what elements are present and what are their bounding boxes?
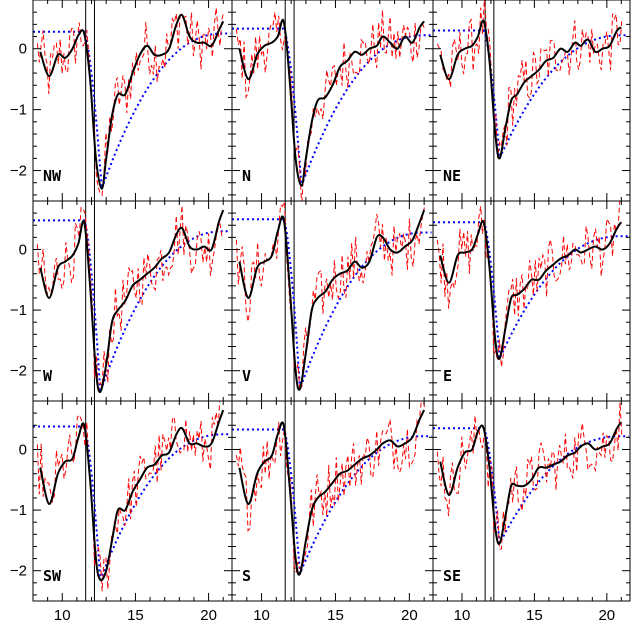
- y-tick-labels: 0 −1 −2 0 −1 −2 0 −1 −2: [10, 41, 27, 580]
- panel-ticks: [231, 200, 433, 401]
- panel-ticks: [32, 200, 232, 401]
- model-curve: [433, 29, 629, 163]
- panel-label-e: E: [443, 367, 452, 385]
- x-tick-label: 10: [454, 607, 471, 624]
- y-tick-label: −2: [10, 363, 27, 380]
- panel-frame: [32, 400, 233, 602]
- model-curve: [232, 428, 432, 575]
- y-tick-label: 0: [19, 441, 27, 458]
- panel-se: SE: [432, 400, 631, 602]
- noisy-curve: [436, 402, 623, 550]
- panel-label-se: SE: [443, 567, 461, 585]
- x-tick-labels: 10 15 20 10 15 20 10 15 20: [54, 607, 615, 624]
- smooth-curve: [238, 209, 426, 391]
- panel-ne: NE: [432, 0, 631, 202]
- panel-ticks: [231, 400, 433, 601]
- y-tick-label: −1: [10, 102, 27, 119]
- noisy-curve: [36, 7, 225, 197]
- panel-label-ne: NE: [443, 167, 461, 185]
- panel-ticks: [32, 400, 232, 601]
- smooth-curve: [238, 18, 425, 187]
- panel-s: S: [231, 400, 434, 602]
- panel-e: E: [432, 200, 631, 402]
- model-curve: [33, 425, 231, 581]
- panel-label-nw: NW: [43, 167, 62, 185]
- x-tick-label: 10: [253, 607, 270, 624]
- panel-frame: [231, 400, 434, 602]
- model-curve: [232, 218, 432, 390]
- panel-frame: [432, 200, 631, 402]
- x-tick-label: 20: [598, 607, 615, 624]
- x-tick-label: 10: [54, 607, 71, 624]
- smooth-curve: [439, 219, 623, 361]
- model-curve: [33, 219, 231, 393]
- noisy-curve: [235, 401, 426, 573]
- smooth-curve: [39, 13, 225, 190]
- panel-label-w: W: [43, 367, 53, 385]
- noisy-curve: [36, 401, 221, 592]
- panel-label-n: N: [242, 167, 251, 185]
- panel-label-sw: SW: [43, 567, 62, 585]
- noisy-curve: [235, 10, 426, 201]
- panel-v: V: [231, 200, 434, 402]
- smooth-curve: [439, 19, 622, 160]
- panel-ticks: [432, 0, 630, 201]
- panel-n: N: [231, 0, 434, 202]
- panel-frame: [32, 0, 233, 202]
- panels-layer: NW N NE W V E SW S SE: [32, 0, 631, 602]
- panel-frame: [32, 200, 233, 402]
- panel-ticks: [32, 0, 232, 201]
- x-tick-label: 15: [526, 607, 543, 624]
- smooth-curve: [238, 409, 426, 576]
- panel-ticks: [231, 0, 433, 201]
- x-tick-label: 20: [200, 607, 217, 624]
- smooth-curve: [39, 409, 225, 582]
- model-curve: [33, 30, 231, 190]
- panel-frame: [231, 200, 434, 402]
- y-tick-label: −2: [10, 163, 27, 180]
- smooth-curve: [39, 209, 225, 394]
- panel-nw: NW: [32, 0, 233, 202]
- noisy-curve: [436, 201, 621, 367]
- noisy-curve: [235, 201, 426, 392]
- y-tick-label: 0: [19, 241, 27, 258]
- x-tick-label: 15: [127, 607, 144, 624]
- y-tick-label: −2: [10, 563, 27, 580]
- x-tick-label: 15: [327, 607, 344, 624]
- panel-sw: SW: [32, 400, 233, 602]
- y-tick-label: −1: [10, 302, 27, 319]
- noisy-curve: [36, 205, 225, 391]
- panel-ticks: [432, 200, 630, 401]
- panel-frame: [432, 400, 631, 602]
- model-curve: [232, 27, 432, 187]
- y-tick-label: 0: [19, 41, 27, 58]
- panel-label-v: V: [242, 367, 251, 385]
- smooth-curve: [439, 421, 623, 545]
- noisy-curve: [436, 0, 623, 159]
- y-tick-label: −1: [10, 502, 27, 519]
- panel-label-s: S: [242, 567, 251, 585]
- x-tick-label: 20: [401, 607, 418, 624]
- panel-frame: [432, 0, 631, 202]
- panel-w: W: [32, 200, 233, 402]
- panel-ticks: [432, 400, 630, 601]
